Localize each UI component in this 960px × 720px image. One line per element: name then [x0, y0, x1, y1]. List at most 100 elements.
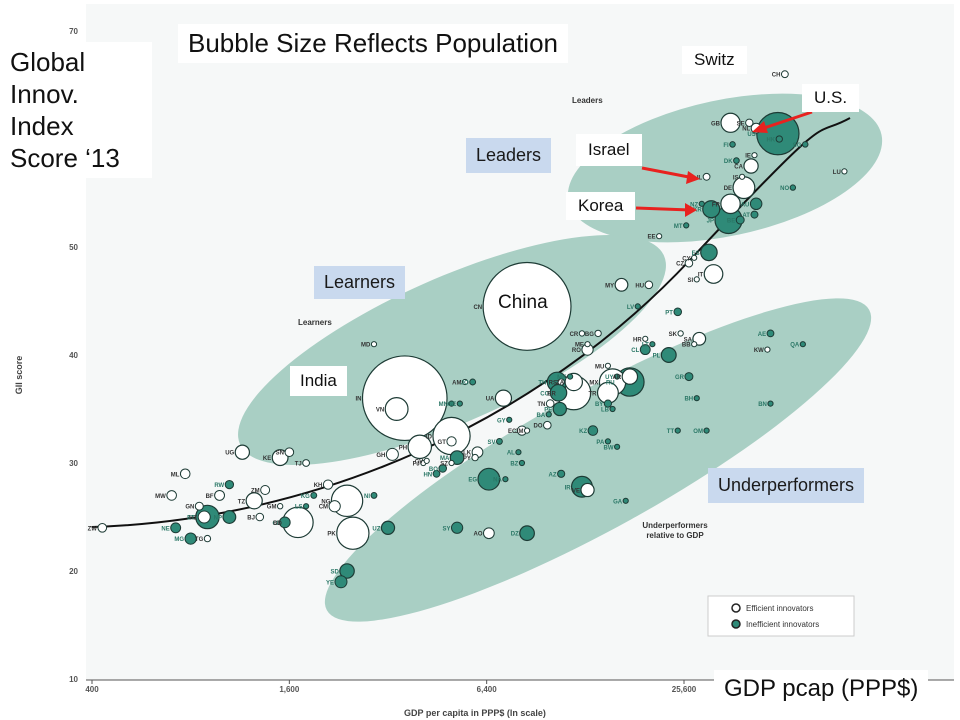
- y-tick-label: 70: [69, 27, 78, 36]
- bubble-dk: [733, 157, 740, 164]
- bubble-label-cz: CZ: [676, 262, 684, 268]
- bubble-bo: [438, 464, 448, 473]
- bubble-jo: [469, 378, 477, 386]
- bubble-label-mu: MU: [595, 364, 604, 370]
- y-tick-label: 40: [69, 351, 78, 360]
- bubble-mu: [604, 362, 612, 369]
- bubble-label-kg: KG: [301, 494, 310, 500]
- bubble-rs: [557, 378, 565, 386]
- bubble-label-gn: GN: [185, 505, 194, 511]
- bubble-gn: [194, 501, 204, 511]
- bubble-sk: [677, 330, 684, 337]
- bubble-label-ne: NE: [161, 526, 169, 532]
- bubble-label-ug: UG: [225, 451, 234, 457]
- bubble-label-dz: DZ: [511, 532, 519, 538]
- bubble-gt: [446, 436, 457, 447]
- callout-india: India: [290, 366, 347, 396]
- inner-label-underperformers-line: Underperformers: [642, 521, 708, 530]
- bubble-bh: [693, 395, 700, 402]
- bubble-label-nz: NZ: [690, 202, 698, 208]
- bubble-label-pl: PL: [653, 354, 661, 360]
- inner-label-underperformers-line: relative to GDP: [646, 531, 704, 540]
- bubble-label-gb: GB: [711, 121, 721, 127]
- bubble-hn: [432, 469, 441, 478]
- bubble-label-ec: EC: [508, 429, 517, 435]
- x-tick-label: 1,600: [279, 685, 300, 694]
- bubble-in: [361, 355, 448, 442]
- bubble-label-cr: CR: [570, 332, 579, 338]
- bubble-label-lb: LB: [601, 408, 610, 414]
- bubble-bn: [767, 400, 774, 407]
- bubble-ls: [302, 503, 310, 510]
- bubble-ch: [780, 70, 789, 79]
- bubble-label-ye: YE: [326, 580, 334, 586]
- bubble-pe: [552, 401, 567, 417]
- bubble-label-ke: KE: [263, 456, 271, 462]
- legend-label-inefficient: Inefficient innovators: [746, 620, 819, 629]
- bubble-sz: [448, 459, 455, 467]
- x-axis-label: GDP per capita in PPP$ (ln scale): [404, 708, 546, 718]
- bubble-ca: [743, 158, 759, 174]
- bubble-il: [702, 172, 711, 181]
- bubble-label-ch: CH: [772, 73, 781, 79]
- bubble-label-mg: MG: [174, 537, 184, 543]
- inner-label-underperformers: Underperformers relative to GDP: [642, 521, 708, 540]
- bubble-label-tg: TG: [195, 537, 204, 543]
- bubble-label-sk: SK: [669, 332, 678, 338]
- bubble-label-bg: BG: [585, 332, 594, 338]
- bubble-label-ni: NI: [364, 494, 370, 500]
- bubble-ao: [483, 527, 495, 540]
- bubble-kz: [587, 425, 599, 436]
- bubble-gb: [720, 112, 741, 133]
- bubble-gy: [506, 416, 513, 423]
- bubble-label-ee: EE: [648, 235, 656, 241]
- arrow-israel-head: [686, 171, 700, 184]
- bubble-label-eg: EG: [468, 478, 477, 484]
- y-callout-line-2: Innov.: [10, 79, 79, 109]
- bubble-lb: [609, 405, 616, 413]
- y-callout: Global Innov. Index Score ‘13: [4, 42, 152, 178]
- legend: Efficient innovators Inefficient innovat…: [707, 595, 855, 637]
- bubble-label-bw: BW: [603, 445, 613, 451]
- bubble-ug: [234, 444, 251, 460]
- callout-switz: Switz: [682, 46, 747, 74]
- bubble-label-be: BE: [727, 219, 735, 225]
- bubble-label-lu: LU: [833, 170, 841, 176]
- bubble-label-pa: PA: [596, 440, 605, 446]
- bubble-au: [749, 197, 763, 211]
- bubble-label-ir: IR: [565, 485, 572, 491]
- bubble-label-rw: RW: [214, 483, 224, 489]
- bubble-label-za: ZA: [556, 381, 565, 387]
- bubble-mt: [683, 222, 690, 229]
- bubble-hu: [644, 280, 654, 290]
- bubble-label-es: ES: [692, 251, 700, 257]
- y-axis-label: GII score: [14, 356, 24, 395]
- bubble-label-bj: BJ: [247, 516, 255, 522]
- bubble-no: [789, 184, 797, 191]
- bubble-co: [549, 383, 568, 402]
- bubble-label-cm: CM: [319, 505, 328, 511]
- bubble-label-ga: GA: [613, 499, 623, 505]
- bubble-label-sv: SV: [487, 440, 495, 446]
- bubble-ua: [494, 389, 513, 407]
- bubble-ga: [622, 497, 629, 504]
- legend-swatch-efficient: [731, 603, 741, 613]
- bubble-bz: [518, 459, 526, 467]
- bubble-label-sg: SG: [793, 143, 802, 149]
- bubble-label-id: ID: [426, 435, 433, 441]
- bubble-label-mz: MZ: [189, 516, 198, 522]
- trend-curve: [91, 117, 851, 528]
- callout-china: China: [492, 290, 554, 316]
- bubble-label-kw: KW: [754, 348, 764, 354]
- bubble-label-uz: UZ: [372, 526, 380, 532]
- bubble-si: [693, 276, 700, 283]
- bubble-label-et: ET: [187, 516, 195, 522]
- bubble-se: [745, 118, 754, 127]
- bubble-label-il: IL: [697, 175, 703, 181]
- y-tick-label: 50: [69, 243, 78, 252]
- bubble-label-ro: RO: [572, 348, 581, 354]
- bubble-label-hu: HU: [635, 283, 644, 289]
- bubble-sy: [450, 521, 464, 534]
- bubble-label-by: BY: [595, 402, 603, 408]
